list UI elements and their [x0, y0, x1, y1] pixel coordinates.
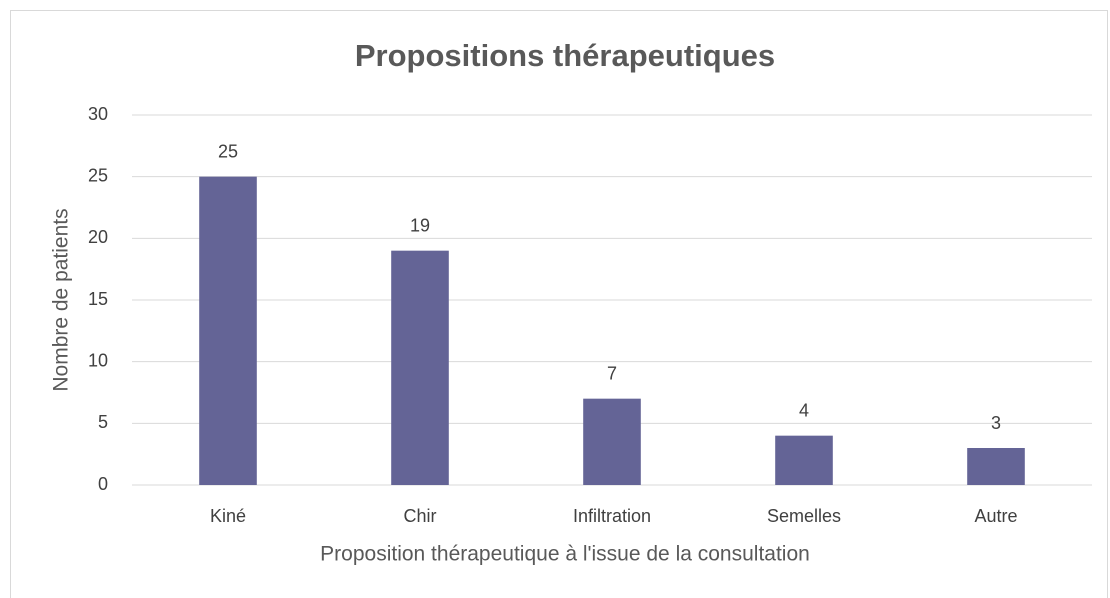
data-label: 3 — [991, 413, 1001, 433]
x-tick-label: Chir — [403, 506, 436, 526]
y-tick-label: 20 — [88, 227, 108, 247]
x-tick-label: Semelles — [767, 506, 841, 526]
data-label: 19 — [410, 215, 430, 235]
x-tick-label: Kiné — [210, 506, 246, 526]
chart-title: Propositions thérapeutiques — [355, 38, 775, 73]
bar — [967, 448, 1025, 485]
bar — [583, 398, 641, 485]
x-tick-label: Infiltration — [573, 506, 651, 526]
y-tick-label: 5 — [98, 412, 108, 432]
y-tick-label: 15 — [88, 289, 108, 309]
data-label: 4 — [799, 400, 809, 420]
bar — [391, 250, 449, 485]
y-tick-label: 25 — [88, 165, 108, 185]
x-axis-label: Proposition thérapeutique à l'issue de l… — [320, 543, 810, 566]
bar — [199, 176, 257, 485]
y-tick-label: 10 — [88, 350, 108, 370]
data-label: 7 — [607, 363, 617, 383]
chart-frame — [10, 10, 1108, 598]
data-label: 25 — [218, 141, 238, 161]
bar — [775, 435, 833, 485]
y-axis-label: Nombre de patients — [50, 208, 73, 391]
y-tick-label: 30 — [88, 104, 108, 124]
x-tick-label: Autre — [974, 506, 1017, 526]
y-tick-label: 0 — [98, 474, 108, 494]
